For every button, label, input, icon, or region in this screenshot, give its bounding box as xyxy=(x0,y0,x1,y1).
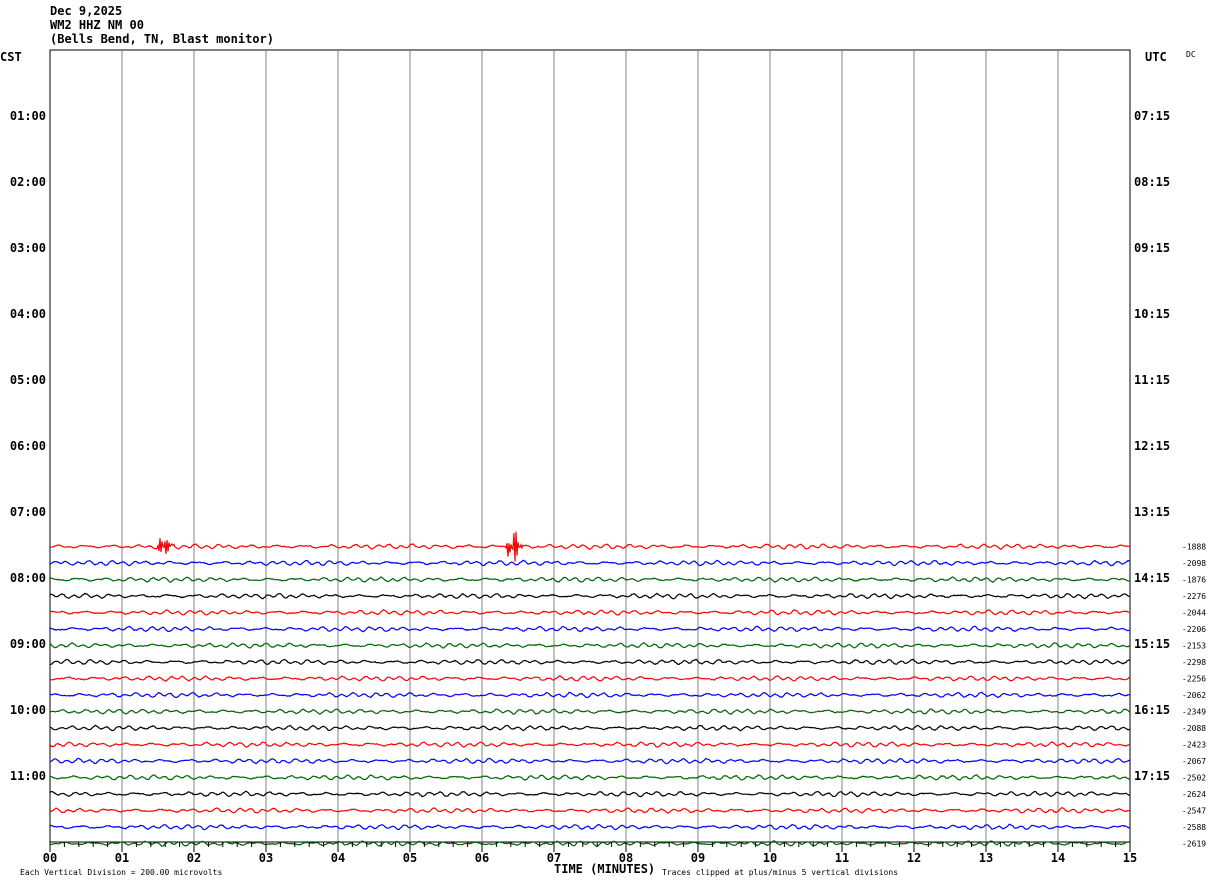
trace-offset-label: -2088 xyxy=(1182,724,1206,733)
seismic-trace xyxy=(49,625,1131,633)
left-time-label: 01:00 xyxy=(10,109,46,123)
seismic-trace xyxy=(49,642,1131,649)
left-time-label: 06:00 xyxy=(10,439,46,453)
left-time-label: 11:00 xyxy=(10,769,46,783)
right-time-label: 12:15 xyxy=(1134,439,1170,453)
right-time-label: 10:15 xyxy=(1134,307,1170,321)
x-tick-label: 10 xyxy=(763,851,777,865)
right-time-label: 15:15 xyxy=(1134,637,1170,651)
seismic-trace xyxy=(50,576,1130,584)
trace-offset-label: -2062 xyxy=(1182,691,1206,700)
trace-offset-label: -2619 xyxy=(1182,840,1206,849)
scale-note: Each Vertical Division = 200.00 microvol… xyxy=(20,868,222,877)
trace-offset-label: -2256 xyxy=(1182,675,1206,684)
left-time-label: 10:00 xyxy=(10,703,46,717)
x-tick-label: 00 xyxy=(43,851,57,865)
seismic-trace xyxy=(49,823,1131,831)
right-time-label: 11:15 xyxy=(1134,373,1170,387)
x-tick-label: 03 xyxy=(259,851,273,865)
trace-offset-label: -2067 xyxy=(1182,757,1206,766)
seismic-trace xyxy=(49,691,1131,699)
left-time-label: 08:00 xyxy=(10,571,46,585)
x-tick-label: 14 xyxy=(1051,851,1065,865)
x-axis-label: TIME (MINUTES) xyxy=(554,862,655,876)
seismic-trace xyxy=(49,609,1131,616)
trace-offset-label: -1888 xyxy=(1182,543,1206,552)
location-label: (Bells Bend, TN, Blast monitor) xyxy=(50,32,274,46)
x-tick-label: 12 xyxy=(907,851,921,865)
station-label: WM2 HHZ NM 00 xyxy=(50,18,144,32)
dc-label: DC xyxy=(1186,50,1196,59)
trace-offset-label: -2098 xyxy=(1182,559,1206,568)
x-tick-label: 04 xyxy=(331,851,345,865)
seismic-trace xyxy=(49,840,1131,847)
seismic-trace xyxy=(49,559,1131,567)
trace-group xyxy=(49,531,1131,847)
seismic-trace xyxy=(49,774,1131,781)
x-tick-label: 13 xyxy=(979,851,993,865)
x-ticks: 00 01 02 03 04 05 06 07 08 09 10 11 12 13 14 15 xyxy=(43,842,1137,865)
trace-offset-label: -2349 xyxy=(1182,708,1206,717)
x-tick-label: 11 xyxy=(835,851,849,865)
seismic-trace xyxy=(50,674,1131,682)
right-time-label: 13:15 xyxy=(1134,505,1170,519)
x-tick-label: 05 xyxy=(403,851,417,865)
x-tick-label: 07 xyxy=(547,851,561,865)
left-time-label: 02:00 xyxy=(10,175,46,189)
clip-note: Traces clipped at plus/minus 5 vertical … xyxy=(662,868,898,877)
right-time-label: 16:15 xyxy=(1134,703,1170,717)
seismic-trace xyxy=(49,757,1131,765)
seismic-trace xyxy=(49,790,1131,798)
plot-frame xyxy=(49,49,1131,843)
trace-offset-label: -2276 xyxy=(1182,592,1206,601)
trace-offset-label: -2588 xyxy=(1182,823,1206,832)
left-timezone-label: CST xyxy=(0,50,22,64)
minute-grid xyxy=(121,50,1059,842)
right-time-label: 07:15 xyxy=(1134,109,1170,123)
x-tick-label: 09 xyxy=(691,851,705,865)
x-tick-label: 06 xyxy=(475,851,489,865)
seismic-trace xyxy=(49,531,1131,562)
x-tick-label: 15 xyxy=(1123,851,1137,865)
trace-offset-label: -1876 xyxy=(1182,576,1206,585)
right-time-label: 14:15 xyxy=(1134,571,1170,585)
right-time-label: 09:15 xyxy=(1134,241,1170,255)
left-time-label: 05:00 xyxy=(10,373,46,387)
offset-labels: -1888 -2098 -1876 -2276 -2044 -2206 -2153 -2298… xyxy=(1182,543,1206,849)
x-tick-label: 02 xyxy=(187,851,201,865)
trace-offset-label: -2624 xyxy=(1182,790,1206,799)
left-time-label: 03:00 xyxy=(10,241,46,255)
seismic-trace xyxy=(49,741,1131,748)
trace-offset-label: -2547 xyxy=(1182,807,1206,816)
right-time-label: 08:15 xyxy=(1134,175,1170,189)
trace-offset-label: -2153 xyxy=(1182,642,1206,651)
x-tick-label: 01 xyxy=(115,851,129,865)
seismic-trace xyxy=(49,658,1131,666)
left-time-label: 07:00 xyxy=(10,505,46,519)
seismic-trace xyxy=(49,708,1131,716)
seismic-trace xyxy=(49,724,1131,732)
trace-offset-label: -2206 xyxy=(1182,625,1206,634)
trace-offset-label: -2044 xyxy=(1182,609,1206,618)
right-timezone-label: UTC xyxy=(1145,50,1167,64)
x-tick-label: 08 xyxy=(619,851,633,865)
trace-offset-label: -2502 xyxy=(1182,774,1206,783)
trace-offset-label: -2298 xyxy=(1182,658,1206,667)
seismic-trace xyxy=(49,592,1131,600)
time-labels: 01:00 02:00 03:00 04:00 05:00 06:00 07:00 08:00… xyxy=(10,109,1170,783)
date-label: Dec 9,2025 xyxy=(50,4,123,18)
left-time-label: 09:00 xyxy=(10,637,46,651)
left-time-label: 04:00 xyxy=(10,307,46,321)
seismic-trace xyxy=(49,807,1131,814)
trace-offset-label: -2423 xyxy=(1182,741,1206,750)
right-time-label: 17:15 xyxy=(1134,769,1170,783)
